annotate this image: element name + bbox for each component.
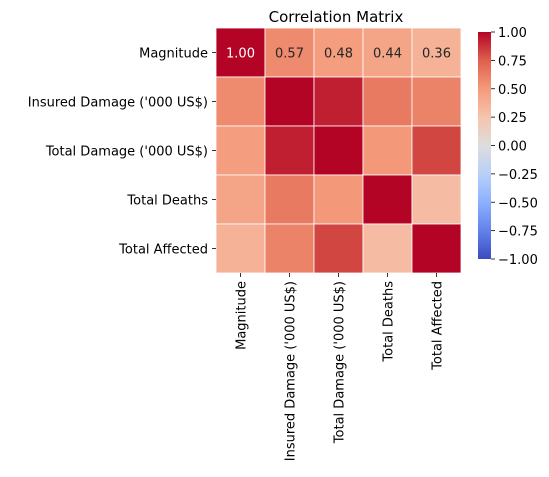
colorbar-tick-label-3: 0.25 — [498, 111, 527, 126]
column-labels: Magnitude Insured Damage ('000 US$) Total … — [235, 273, 446, 461]
row-label-3: Total Deaths — [126, 194, 208, 209]
heatmap-cell-r1-c2 — [313, 76, 364, 127]
heatmap-cell-r1-c0 — [215, 76, 266, 127]
colorbar-tick-label-2: 0.50 — [498, 83, 527, 98]
heatmap-cell-r2-c4 — [411, 125, 462, 176]
heatmap-cell-r0-c0 — [215, 27, 266, 78]
row-label-4: Total Affected — [118, 243, 208, 258]
colorbar-tick-label-0: 1.00 — [498, 26, 527, 41]
cell-annotation-c2: 0.48 — [324, 47, 353, 62]
cell-annotation-c3: 0.44 — [373, 47, 402, 62]
heatmap-cell-r0-c2 — [313, 27, 364, 78]
heatmap-cell-r4-c4 — [411, 223, 462, 274]
colorbar-tick-label-1: 0.75 — [498, 54, 527, 69]
col-label-3: Total Deaths — [382, 281, 397, 363]
col-label-0: Magnitude — [235, 281, 250, 350]
colorbar-gradient — [478, 32, 491, 259]
chart-title: Correlation Matrix — [269, 8, 404, 26]
heatmap-cell-r3-c2 — [313, 174, 364, 225]
colorbar-tick-label-4: 0.00 — [498, 140, 527, 155]
heatmap-cells — [215, 27, 462, 274]
heatmap-cell-r4-c2 — [313, 223, 364, 274]
heatmap-cell-r3-c4 — [411, 174, 462, 225]
col-label-4: Total Affected — [431, 281, 446, 371]
colorbar-tick-label-5: −0.25 — [498, 168, 538, 183]
row-label-2: Total Damage ('000 US$) — [45, 145, 208, 160]
heatmap-cell-r2-c1 — [264, 125, 315, 176]
row-label-1: Insured Damage ('000 US$) — [28, 96, 208, 111]
heatmap-cell-r1-c3 — [362, 76, 413, 127]
heatmap-cell-r3-c3 — [362, 174, 413, 225]
heatmap-cell-r4-c3 — [362, 223, 413, 274]
heatmap-cell-r3-c1 — [264, 174, 315, 225]
heatmap-cell-r0-c1 — [264, 27, 315, 78]
heatmap-cell-r2-c2 — [313, 125, 364, 176]
colorbar-tick-label-6: −0.50 — [498, 196, 538, 211]
heatmap-cell-r1-c4 — [411, 76, 462, 127]
heatmap-cell-r2-c3 — [362, 125, 413, 176]
col-label-2: Total Damage ('000 US$) — [333, 281, 348, 444]
colorbar-tick-label-7: −0.75 — [498, 225, 538, 240]
colorbar-tick-label-8: −1.00 — [498, 253, 538, 268]
heatmap-cell-r3-c0 — [215, 174, 266, 225]
cell-annotation-c1: 0.57 — [275, 47, 304, 62]
col-label-1: Insured Damage ('000 US$) — [284, 281, 299, 461]
heatmap-cell-r4-c1 — [264, 223, 315, 274]
row-label-0: Magnitude — [139, 47, 208, 62]
cell-annotation-c0: 1.00 — [226, 47, 255, 62]
colorbar: 1.00 0.75 0.50 0.25 0.00 −0.25 −0.50 −0.75 −1.00 — [478, 26, 538, 268]
heatmap-cell-r1-c1 — [264, 76, 315, 127]
cell-annotation-c4: 0.36 — [422, 47, 451, 62]
row-labels: Magnitude Insured Damage ('000 US$) Total … — [28, 47, 216, 258]
cell-annotations: 1.00 0.57 0.48 0.44 0.36 — [226, 47, 451, 62]
heatmap-cell-r2-c0 — [215, 125, 266, 176]
heatmap-cell-r4-c0 — [215, 223, 266, 274]
